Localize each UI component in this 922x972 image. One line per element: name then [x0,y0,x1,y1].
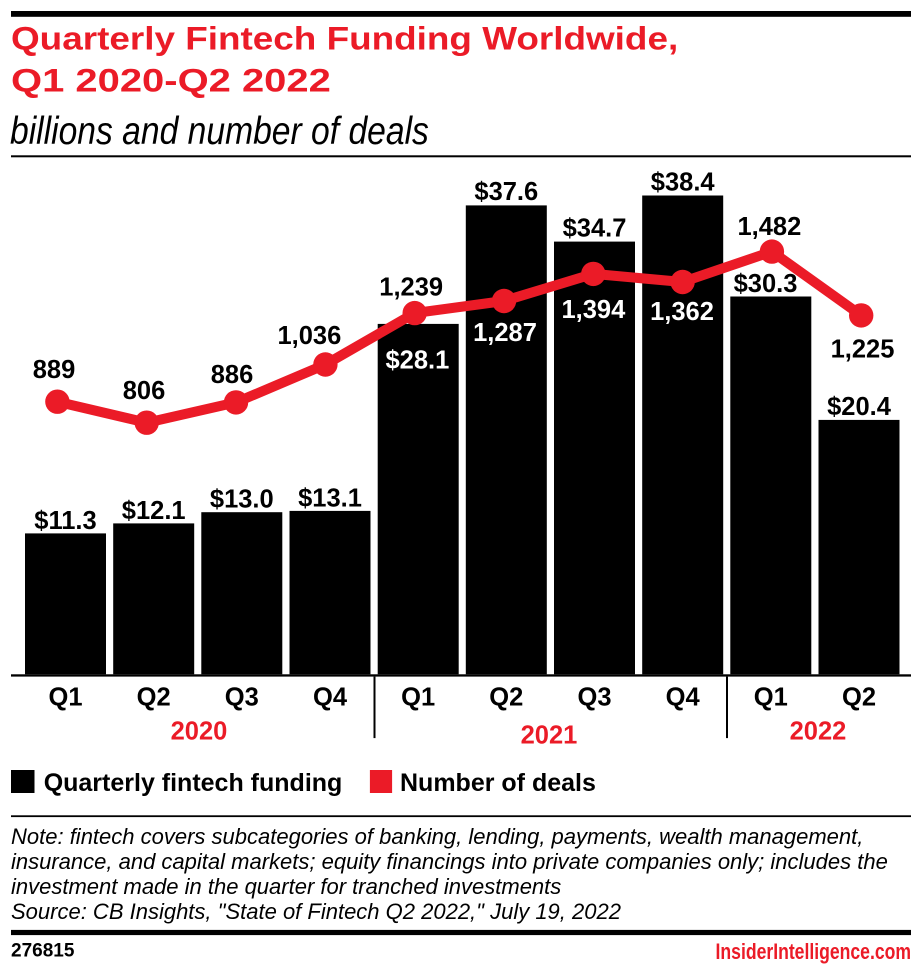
svg-text:1,362: 1,362 [650,298,714,326]
svg-text:1,482: 1,482 [737,213,801,241]
svg-text:2021: 2021 [521,721,578,749]
svg-text:Number of deals: Number of deals [400,769,596,797]
svg-text:Q4: Q4 [313,684,348,712]
svg-text:1,394: 1,394 [561,296,626,324]
svg-text:$37.6: $37.6 [474,178,538,206]
svg-text:Q2: Q2 [489,684,523,712]
svg-text:$38.4: $38.4 [651,169,716,197]
svg-text:2022: 2022 [790,717,847,745]
svg-text:1,036: 1,036 [277,322,341,350]
svg-text:806: 806 [123,377,166,405]
svg-text:Q3: Q3 [225,684,259,712]
svg-text:Q4: Q4 [666,684,701,712]
svg-text:$13.0: $13.0 [210,486,274,514]
svg-text:889: 889 [33,356,76,384]
svg-text:Note: fintech covers subcatego: Note: fintech covers subcategories of ba… [11,824,863,849]
svg-text:Q1: Q1 [754,684,788,712]
svg-text:1,225: 1,225 [831,335,895,363]
svg-text:Q2: Q2 [842,684,876,712]
svg-text:Quarterly Fintech Funding Worl: Quarterly Fintech Funding Worldwide, [11,22,678,57]
svg-text:2020: 2020 [171,717,228,745]
svg-text:investment made in the quarter: investment made in the quarter for tranc… [11,874,561,899]
svg-text:$34.7: $34.7 [563,215,627,243]
svg-text:Q2: Q2 [137,684,171,712]
svg-text:Q3: Q3 [577,684,611,712]
svg-text:$28.1: $28.1 [385,346,449,374]
svg-text:insurance, and capital markets: insurance, and capital markets; equity f… [11,849,888,874]
svg-text:$20.4: $20.4 [827,393,892,421]
svg-text:1,287: 1,287 [473,319,537,347]
svg-text:886: 886 [211,361,254,389]
svg-text:$30.3: $30.3 [734,270,798,298]
svg-text:$13.1: $13.1 [298,484,362,512]
svg-text:276815: 276815 [11,940,75,961]
svg-text:billions and number of deals: billions and number of deals [10,109,429,153]
svg-text:$12.1: $12.1 [122,497,186,525]
svg-text:$11.3: $11.3 [34,507,96,535]
svg-text:InsiderIntelligence.com: InsiderIntelligence.com [716,940,911,964]
svg-text:1,239: 1,239 [379,274,443,302]
svg-text:Quarterly fintech funding: Quarterly fintech funding [44,769,343,797]
svg-text:Q1: Q1 [48,684,82,712]
svg-text:Q1 2020-Q2 2022: Q1 2020-Q2 2022 [11,62,331,98]
svg-text:Source: CB Insights, "State of: Source: CB Insights, "State of Fintech Q… [11,899,621,924]
svg-text:Q1: Q1 [401,684,435,712]
